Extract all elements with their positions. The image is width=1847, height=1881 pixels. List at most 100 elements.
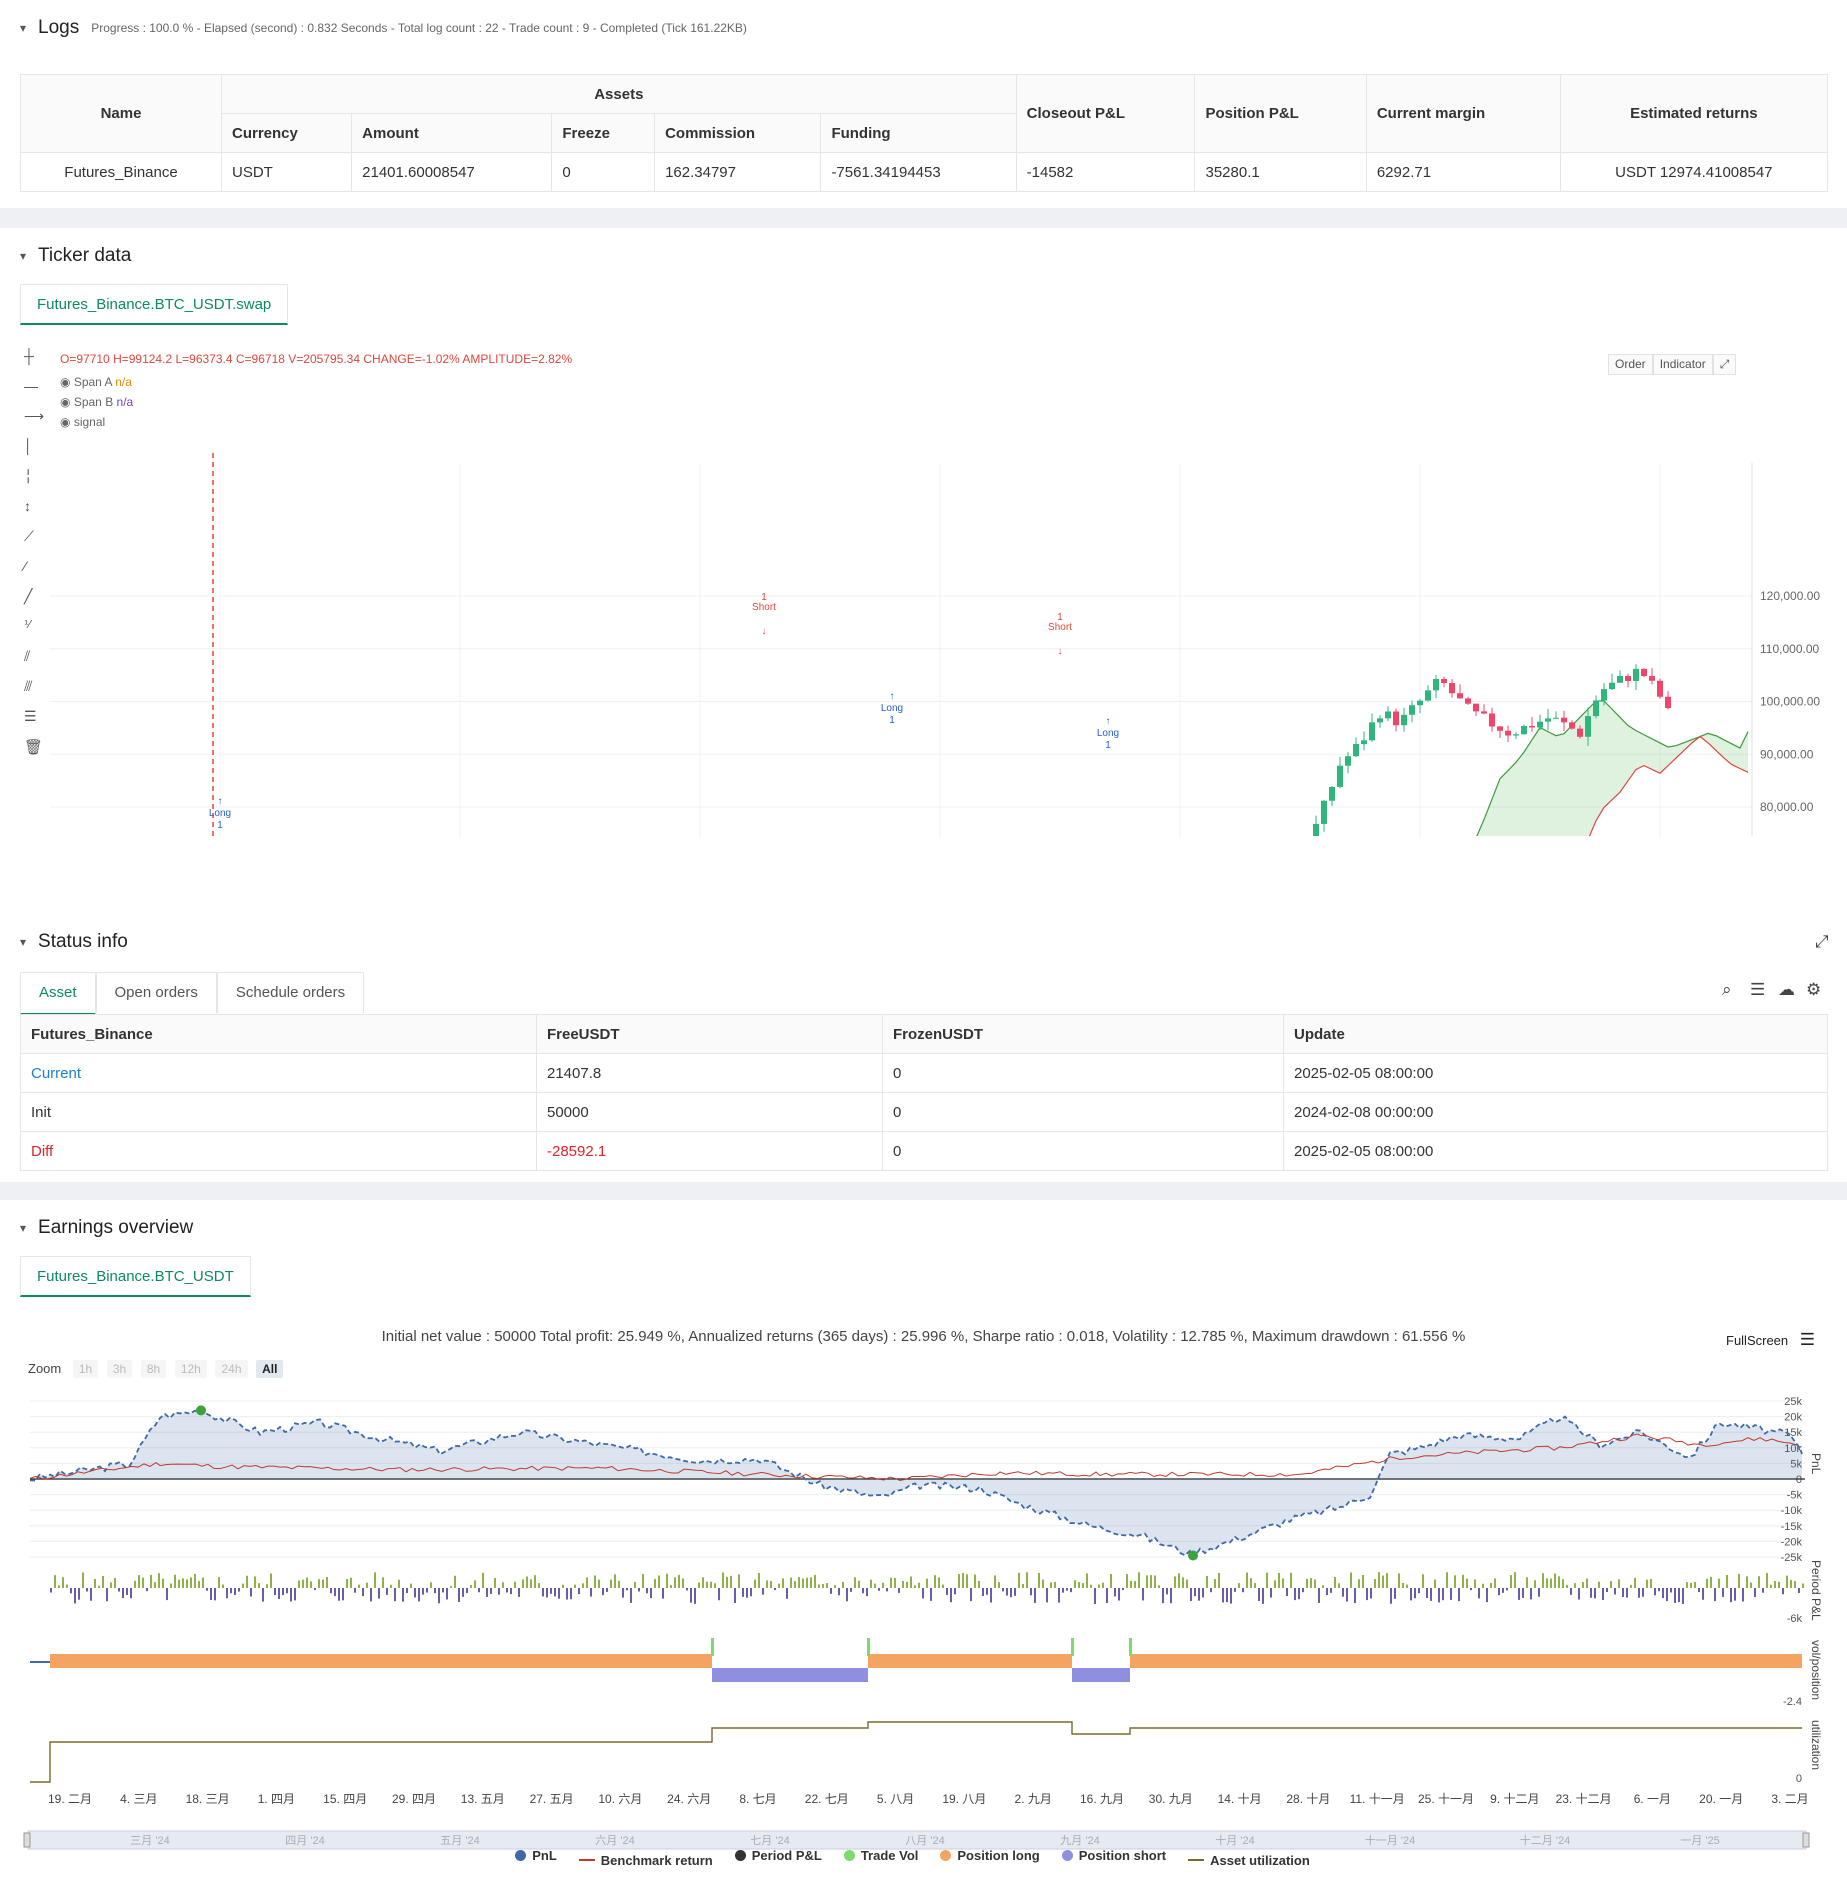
pnl-tick-label: 15k bbox=[1784, 1427, 1802, 1439]
extended-line-tool-icon[interactable]: ⁄ bbox=[24, 558, 27, 574]
cell-closeout: -14582 bbox=[1015, 152, 1196, 192]
hamburger-icon[interactable]: ☰ bbox=[1799, 1330, 1816, 1349]
period-pnl-bar bbox=[1554, 1573, 1556, 1588]
period-pnl-bar bbox=[426, 1588, 428, 1593]
indicator-span-a[interactable]: ◉ Span A n/a bbox=[60, 372, 133, 392]
period-pnl-bar bbox=[1226, 1588, 1228, 1603]
tab-earnings-symbol[interactable]: Futures_Binance.BTC_USDT bbox=[20, 1256, 251, 1297]
period-pnl-bar bbox=[894, 1577, 896, 1588]
legend-item[interactable]: Benchmark return bbox=[578, 1853, 713, 1868]
search-icon[interactable]: ⌕ bbox=[1722, 980, 1732, 999]
period-pnl-bar bbox=[1350, 1572, 1352, 1588]
col-funding: Funding bbox=[820, 113, 1017, 153]
period-pnl-bar bbox=[1298, 1588, 1300, 1600]
eye-icon[interactable]: ◉ bbox=[60, 415, 71, 429]
fullscreen-button[interactable]: FullScreen ☰ bbox=[1726, 1330, 1815, 1350]
period-pnl-bar bbox=[126, 1588, 128, 1595]
tab-open-orders[interactable]: Open orders bbox=[95, 972, 217, 1013]
candle-body bbox=[1321, 800, 1327, 824]
indicator-signal[interactable]: ◉ signal bbox=[60, 412, 133, 432]
tab-asset[interactable]: Asset bbox=[20, 972, 96, 1015]
candle-body bbox=[1345, 756, 1351, 766]
period-pnl-bar bbox=[1238, 1583, 1240, 1588]
eye-icon[interactable]: ◉ bbox=[60, 375, 71, 389]
eye-icon[interactable]: ◉ bbox=[60, 395, 71, 409]
vertical-line-tool-icon[interactable]: │ bbox=[24, 438, 33, 454]
legend-item[interactable]: Position short bbox=[1061, 1848, 1166, 1863]
period-pnl-bar bbox=[170, 1583, 172, 1588]
zoom-all-button[interactable]: All bbox=[256, 1360, 284, 1378]
text-tool-icon[interactable]: ☰ bbox=[24, 708, 37, 724]
period-pnl-bar bbox=[510, 1588, 512, 1595]
period-pnl-bar bbox=[698, 1582, 700, 1588]
ray-tool-icon[interactable]: ⟶ bbox=[24, 408, 45, 424]
legend-item[interactable]: Asset utilization bbox=[1188, 1853, 1310, 1868]
trend-line-tool-icon[interactable]: ⟋ bbox=[24, 528, 34, 544]
ticker-header[interactable]: ▾ Ticker data bbox=[20, 242, 131, 270]
period-pnl-bar bbox=[354, 1588, 356, 1593]
tab-ticker-symbol[interactable]: Futures_Binance.BTC_USDT.swap bbox=[20, 284, 289, 325]
status-header[interactable]: ▾ Status info bbox=[20, 928, 128, 956]
expand-icon[interactable]: ⤢ bbox=[1712, 354, 1737, 375]
period-pnl-bar bbox=[114, 1578, 116, 1588]
logs-header[interactable]: ▾ Logs Progress : 100.0 % - Elapsed (sec… bbox=[20, 14, 747, 42]
period-pnl-bar bbox=[1758, 1576, 1760, 1588]
gear-icon[interactable]: ⚙ bbox=[1806, 980, 1822, 999]
cell-position: 35280.1 bbox=[1194, 152, 1367, 192]
indicator-span-b[interactable]: ◉ Span B n/a bbox=[60, 392, 133, 412]
span-a-line bbox=[1476, 700, 1749, 836]
fullscreen-icon[interactable]: ⤢ bbox=[1815, 932, 1829, 951]
zoom-8h-button[interactable]: 8h bbox=[140, 1360, 167, 1378]
earnings-header[interactable]: ▾ Earnings overview bbox=[20, 1214, 193, 1242]
period-pnl-bar bbox=[1362, 1574, 1364, 1588]
period-pnl-bar bbox=[446, 1588, 448, 1600]
legend-item[interactable]: PnL bbox=[515, 1848, 557, 1863]
zoom-3h-button[interactable]: 3h bbox=[106, 1360, 133, 1378]
measure-tool-icon[interactable]: ⅟ bbox=[24, 619, 31, 631]
menu-icon[interactable]: ☰ bbox=[1750, 980, 1766, 999]
period-pnl-bar bbox=[326, 1576, 328, 1588]
zoom-1h-button[interactable]: 1h bbox=[72, 1360, 99, 1378]
cloud-download-icon[interactable]: ☁ bbox=[1778, 980, 1795, 999]
ohlc-open: O=97710 bbox=[60, 352, 110, 366]
period-pnl-bar bbox=[58, 1585, 60, 1588]
earnings-legend: PnL Benchmark return Period P&L Trade Vol Po… bbox=[0, 1848, 1847, 1868]
period-pnl-bar bbox=[610, 1579, 612, 1588]
period-pnl-bar bbox=[118, 1588, 120, 1592]
parallel-channel-tool-icon[interactable]: ⫽ bbox=[24, 648, 31, 664]
tab-schedule-orders[interactable]: Schedule orders bbox=[216, 972, 365, 1013]
fib-tool-icon[interactable]: ⫻ bbox=[24, 678, 33, 694]
col-free: FreeUSDT bbox=[536, 1014, 883, 1054]
vertical-segment-tool-icon[interactable]: ╎ bbox=[24, 468, 33, 484]
indicator-button[interactable]: Indicator bbox=[1652, 354, 1713, 375]
period-pnl-bar bbox=[1710, 1576, 1712, 1588]
collapse-caret-icon[interactable]: ▾ bbox=[20, 1221, 27, 1235]
horizontal-line-tool-icon[interactable]: ― bbox=[24, 378, 38, 394]
collapse-caret-icon[interactable]: ▾ bbox=[20, 935, 27, 949]
pnl-tick-label: 25k bbox=[1784, 1396, 1802, 1408]
period-pnl-bar bbox=[862, 1588, 864, 1594]
segment-tool-icon[interactable]: ╱ bbox=[24, 588, 33, 604]
col-frozen: FrozenUSDT bbox=[882, 1014, 1284, 1054]
order-button[interactable]: Order bbox=[1608, 354, 1653, 375]
arrow-vertical-tool-icon[interactable]: ↕ bbox=[24, 498, 31, 514]
collapse-caret-icon[interactable]: ▾ bbox=[20, 21, 27, 35]
period-pnl-bar bbox=[1170, 1588, 1172, 1604]
zoom-24h-button[interactable]: 24h bbox=[215, 1360, 248, 1378]
earnings-time-tick: 9. 十二月 bbox=[1490, 1792, 1539, 1806]
table-row: Init 50000 0 2024-02-08 00:00:00 bbox=[20, 1092, 1828, 1132]
collapse-caret-icon[interactable]: ▾ bbox=[20, 249, 27, 263]
trash-icon[interactable]: 🗑 bbox=[24, 739, 44, 756]
period-pnl-bar bbox=[1102, 1582, 1104, 1588]
legend-item[interactable]: Trade Vol bbox=[843, 1848, 918, 1863]
legend-item[interactable]: Position long bbox=[940, 1848, 1040, 1863]
period-pnl-bar bbox=[146, 1588, 148, 1592]
legend-item[interactable]: Period P&L bbox=[734, 1848, 822, 1863]
period-pnl-bar bbox=[522, 1579, 524, 1588]
period-pnl-bar bbox=[586, 1577, 588, 1588]
crosshair-tool-icon[interactable]: ┼ bbox=[24, 348, 34, 364]
signal-qty: 1 bbox=[1057, 612, 1063, 623]
navigator-tick: 一月 '25 bbox=[1680, 1835, 1719, 1847]
zoom-12h-button[interactable]: 12h bbox=[174, 1360, 207, 1378]
period-pnl-bar bbox=[962, 1573, 964, 1588]
